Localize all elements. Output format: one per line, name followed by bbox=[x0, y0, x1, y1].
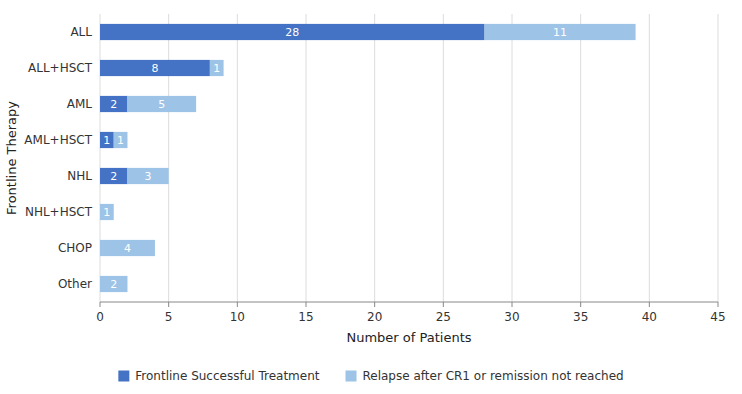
grid-line bbox=[100, 14, 101, 302]
x-ticks: 0 5 10 15 20 25 30 35 40 45 bbox=[96, 302, 725, 324]
tick-mark bbox=[443, 302, 444, 307]
bar bbox=[114, 132, 128, 148]
tick-mark bbox=[237, 302, 238, 307]
grid-line bbox=[237, 14, 238, 302]
category-label: ALL+HSCT bbox=[28, 61, 93, 75]
tick-label: 20 bbox=[367, 310, 382, 324]
tick-mark bbox=[718, 302, 719, 307]
tick-mark bbox=[100, 302, 101, 307]
data-label: 2 bbox=[110, 278, 117, 291]
grid-line bbox=[168, 14, 169, 302]
data-labels: 288212111513142 bbox=[103, 26, 567, 291]
bar bbox=[100, 276, 127, 292]
data-label: 4 bbox=[124, 242, 131, 255]
chart: 051015202530354045288212111513142ALLALL+… bbox=[0, 0, 742, 394]
data-label: 8 bbox=[151, 62, 158, 75]
bar bbox=[127, 96, 196, 112]
legend-swatch bbox=[346, 371, 357, 382]
data-label: 11 bbox=[553, 26, 567, 39]
data-label: 2 bbox=[110, 98, 117, 111]
tick-label: 10 bbox=[230, 310, 245, 324]
tick-label: 25 bbox=[436, 310, 451, 324]
legend-label: Frontline Successful Treatment bbox=[135, 369, 319, 383]
x-axis-line bbox=[100, 302, 718, 303]
y-ticks: ALL ALL+HSCT AML AML+HSCT NHL NHL+HSCT CHOP Oth… bbox=[24, 25, 92, 291]
grid bbox=[100, 14, 718, 302]
data-label: 2 bbox=[110, 170, 117, 183]
bar bbox=[100, 240, 155, 256]
tick-label: 40 bbox=[642, 310, 657, 324]
grid-line bbox=[374, 14, 375, 302]
data-label: 1 bbox=[103, 134, 110, 147]
legend: Frontline Successful Treatment Relapse af… bbox=[118, 369, 623, 383]
category-label: ALL bbox=[70, 25, 92, 39]
category-label: AML bbox=[67, 97, 93, 111]
bar bbox=[210, 60, 224, 76]
bar bbox=[100, 132, 114, 148]
tick-mark bbox=[512, 302, 513, 307]
legend-label: Relapse after CR1 or remission not reach… bbox=[363, 369, 624, 383]
grid-line bbox=[512, 14, 513, 302]
legend-item: Frontline Successful Treatment bbox=[118, 369, 319, 383]
category-label: CHOP bbox=[58, 241, 92, 255]
bar bbox=[100, 168, 127, 184]
tick-label: 30 bbox=[504, 310, 519, 324]
grid-line bbox=[443, 14, 444, 302]
bar bbox=[100, 204, 114, 220]
tick-mark bbox=[374, 302, 375, 307]
tick-label: 45 bbox=[710, 310, 725, 324]
tick-mark bbox=[306, 302, 307, 307]
grid-line bbox=[580, 14, 581, 302]
tick-label: 15 bbox=[298, 310, 313, 324]
category-label: NHL+HSCT bbox=[25, 205, 93, 219]
data-label: 1 bbox=[103, 206, 110, 219]
grid-line bbox=[718, 14, 719, 302]
tick-label: 35 bbox=[573, 310, 588, 324]
data-label: 28 bbox=[285, 26, 299, 39]
data-label: 3 bbox=[145, 170, 152, 183]
tick-mark bbox=[168, 302, 169, 307]
bar bbox=[127, 168, 168, 184]
y-axis-label: Frontline Therapy bbox=[4, 101, 19, 215]
legend-swatch bbox=[118, 371, 129, 382]
bars bbox=[100, 24, 636, 292]
bar bbox=[100, 96, 127, 112]
category-label: Other bbox=[58, 277, 92, 291]
bar bbox=[100, 24, 485, 40]
data-label: 1 bbox=[117, 134, 124, 147]
tick-label: 0 bbox=[96, 310, 104, 324]
grid-line bbox=[306, 14, 307, 302]
bar bbox=[485, 24, 636, 40]
legend-item: Relapse after CR1 or remission not reach… bbox=[346, 369, 624, 383]
grid-line bbox=[649, 14, 650, 302]
category-label: AML+HSCT bbox=[24, 133, 92, 147]
category-label: NHL bbox=[67, 169, 92, 183]
tick-mark bbox=[649, 302, 650, 307]
data-label: 1 bbox=[213, 62, 220, 75]
tick-label: 5 bbox=[165, 310, 173, 324]
bar bbox=[100, 60, 210, 76]
tick-mark bbox=[580, 302, 581, 307]
data-label: 5 bbox=[158, 98, 165, 111]
x-axis-label: Number of Patients bbox=[346, 330, 471, 345]
